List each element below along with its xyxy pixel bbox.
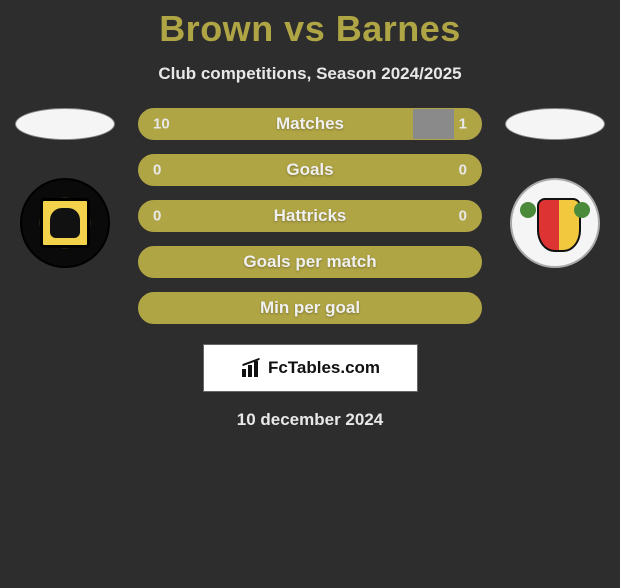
stat-bars: 10 1 Matches 0 0 Goals 0 0 Hattricks Goals per ma… (120, 108, 500, 338)
comparison-row: 10 1 Matches 0 0 Goals 0 0 Hattricks Goals per ma… (0, 108, 620, 338)
stat-label: Goals per match (243, 252, 376, 272)
stat-value-left: 0 (153, 208, 161, 225)
stat-value-right: 0 (459, 208, 467, 225)
brand-text: FcTables.com (268, 358, 380, 378)
right-team-badge (510, 178, 600, 268)
stat-bar: 0 0 Goals (138, 154, 482, 186)
stat-bar: 0 0 Hattricks (138, 200, 482, 232)
stat-bar: Min per goal (138, 292, 482, 324)
stat-value-right: 0 (459, 162, 467, 179)
left-player-placeholder (15, 108, 115, 140)
stat-label: Matches (276, 114, 344, 134)
left-team-badge (20, 178, 110, 268)
thistle-icon (574, 202, 590, 218)
brand-box: FcTables.com (203, 344, 418, 392)
stat-label: Min per goal (260, 298, 360, 318)
page-title: Brown vs Barnes (0, 8, 620, 50)
stat-label: Hattricks (274, 206, 347, 226)
stat-value-right: 1 (459, 116, 467, 133)
stat-bar: Goals per match (138, 246, 482, 278)
stat-value-left: 10 (153, 116, 170, 133)
chart-icon (240, 359, 262, 377)
right-side (500, 108, 610, 268)
left-side (10, 108, 120, 268)
right-player-placeholder (505, 108, 605, 140)
stat-bar: 10 1 Matches (138, 108, 482, 140)
page-subtitle: Club competitions, Season 2024/2025 (0, 64, 620, 84)
thistle-icon (520, 202, 536, 218)
stat-label: Goals (286, 160, 333, 180)
elephant-icon (50, 208, 80, 238)
date-text: 10 december 2024 (0, 410, 620, 430)
stat-value-left: 0 (153, 162, 161, 179)
